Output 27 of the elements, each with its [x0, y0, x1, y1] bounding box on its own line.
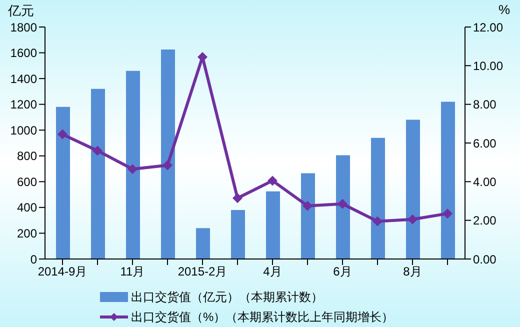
y2-tick-label: 2.00 — [473, 214, 497, 228]
legend-label: 出口交货值（%）（本期累计数比上年同期增长） — [131, 308, 394, 326]
y-tick-label: 1200 — [10, 98, 38, 112]
y-tick-label: 200 — [16, 226, 38, 240]
y2-tick-label: 6.00 — [473, 136, 497, 150]
x-tick-label: 6月 — [333, 264, 352, 279]
y-tick-label: 1000 — [10, 123, 38, 138]
y2-tick-label: 8.00 — [473, 98, 497, 112]
y-tick-label: 1800 — [10, 20, 38, 34]
y2-tick-label: 4.00 — [473, 174, 497, 189]
x-tick-label: 4月 — [263, 264, 282, 279]
y-tick-label: 1400 — [10, 72, 38, 86]
y2-tick-label: 10.00 — [473, 58, 504, 73]
y-tick-label: 800 — [16, 149, 38, 164]
y-tick-label: 600 — [16, 174, 38, 189]
legend-label: 出口交货值（亿元）（本期累计数） — [131, 288, 323, 306]
y-axis-title: 亿元 — [8, 2, 34, 20]
x-tick-label: 8月 — [403, 264, 422, 279]
y-tick-label: 400 — [16, 200, 38, 215]
y2-axis-title: % — [498, 2, 510, 17]
y-tick-label: 0 — [30, 252, 38, 266]
y2-tick-label: 12.00 — [473, 20, 504, 34]
y-tick-label: 1600 — [10, 46, 38, 60]
x-tick-label: 11月 — [120, 264, 145, 279]
x-tick-label: 2015-2月 — [178, 264, 228, 279]
x-tick-label: 2014-9月 — [38, 264, 88, 279]
y2-tick-label: 0.00 — [473, 252, 497, 266]
